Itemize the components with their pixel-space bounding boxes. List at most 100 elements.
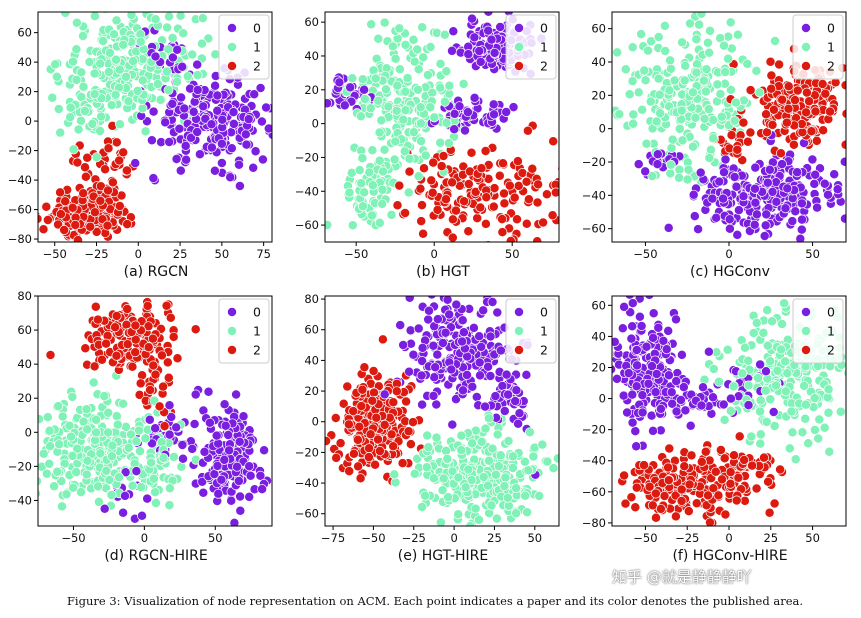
data-point-class-1 bbox=[441, 117, 452, 128]
data-point-class-1 bbox=[508, 451, 518, 462]
data-point-class-0 bbox=[676, 349, 687, 360]
data-point-class-1 bbox=[355, 111, 366, 122]
data-point-class-2 bbox=[550, 187, 559, 198]
data-point-class-1 bbox=[500, 472, 511, 483]
data-point-class-0 bbox=[211, 430, 222, 441]
data-point-class-2 bbox=[118, 147, 129, 158]
data-point-class-2 bbox=[428, 157, 439, 168]
data-point-class-0 bbox=[180, 140, 191, 151]
data-point-class-1 bbox=[645, 96, 656, 107]
data-point-class-0 bbox=[724, 214, 735, 225]
x-tick-label: −25 bbox=[402, 531, 426, 545]
x-tick-label: 50 bbox=[805, 531, 820, 545]
data-point-class-0 bbox=[150, 423, 161, 434]
data-point-class-1 bbox=[443, 138, 454, 149]
legend: 012 bbox=[505, 298, 557, 364]
legend: 012 bbox=[505, 14, 557, 80]
y-tick-label: −40 bbox=[8, 493, 32, 507]
y-tick-label: 60 bbox=[17, 323, 32, 337]
data-point-class-0 bbox=[166, 412, 177, 422]
data-point-class-0 bbox=[777, 159, 787, 170]
data-point-class-0 bbox=[600, 343, 609, 352]
data-point-class-2 bbox=[777, 94, 788, 105]
data-point-class-2 bbox=[797, 127, 808, 138]
legend-marker-2 bbox=[227, 345, 237, 355]
data-point-class-0 bbox=[612, 336, 620, 347]
data-point-class-2 bbox=[352, 434, 363, 445]
data-point-class-1 bbox=[691, 34, 702, 45]
data-point-class-0 bbox=[463, 49, 474, 60]
y-tick-label: 60 bbox=[304, 323, 319, 337]
data-point-class-2 bbox=[107, 177, 118, 188]
data-point-class-1 bbox=[702, 37, 713, 48]
data-point-class-1 bbox=[73, 124, 84, 135]
data-point-class-1 bbox=[356, 178, 367, 189]
data-point-class-1 bbox=[412, 44, 423, 55]
data-point-class-2 bbox=[767, 119, 778, 130]
data-point-class-1 bbox=[358, 201, 368, 212]
data-point-class-1 bbox=[755, 429, 766, 440]
data-point-class-1 bbox=[659, 20, 670, 31]
data-point-class-0 bbox=[771, 196, 782, 207]
data-point-class-2 bbox=[774, 59, 785, 70]
data-point-class-0 bbox=[667, 398, 678, 409]
data-point-class-2 bbox=[111, 311, 122, 321]
data-point-class-1 bbox=[742, 58, 753, 69]
data-point-class-1 bbox=[490, 469, 501, 480]
data-point-class-1 bbox=[441, 66, 452, 77]
data-point-class-0 bbox=[226, 143, 237, 154]
data-point-class-0 bbox=[796, 198, 807, 209]
data-point-class-1 bbox=[755, 406, 766, 417]
legend-label-2: 2 bbox=[827, 59, 835, 74]
x-tick-label: −50 bbox=[43, 247, 67, 261]
data-point-class-1 bbox=[552, 453, 559, 464]
x-tick-label: 0 bbox=[450, 531, 457, 545]
data-point-class-1 bbox=[784, 443, 795, 454]
legend-label-0: 0 bbox=[253, 21, 261, 36]
y-tick-label: 20 bbox=[591, 360, 606, 374]
data-point-class-2 bbox=[710, 466, 721, 477]
data-point-class-0 bbox=[839, 156, 846, 167]
data-point-class-2 bbox=[663, 462, 674, 473]
data-point-class-2 bbox=[801, 107, 812, 118]
data-point-class-1 bbox=[442, 453, 453, 464]
data-point-class-0 bbox=[768, 407, 779, 417]
data-point-class-2 bbox=[89, 207, 100, 218]
y-tick-label: 20 bbox=[591, 88, 606, 102]
data-point-class-2 bbox=[89, 361, 100, 372]
data-point-class-1 bbox=[344, 187, 355, 198]
data-point-class-1 bbox=[162, 22, 173, 33]
data-point-class-2 bbox=[165, 312, 176, 323]
data-point-class-1 bbox=[655, 108, 666, 119]
y-tick-label: 20 bbox=[17, 85, 32, 99]
data-point-class-0 bbox=[627, 321, 638, 332]
data-point-class-2 bbox=[663, 475, 674, 486]
data-point-class-1 bbox=[53, 104, 64, 114]
data-point-class-1 bbox=[486, 500, 497, 511]
data-point-class-1 bbox=[787, 427, 798, 438]
data-point-class-0 bbox=[478, 305, 489, 316]
data-point-class-1 bbox=[782, 368, 793, 379]
data-point-class-1 bbox=[377, 184, 388, 195]
data-point-class-2 bbox=[45, 350, 56, 360]
data-point-class-1 bbox=[53, 401, 64, 412]
data-point-class-2 bbox=[130, 334, 141, 345]
data-point-class-2 bbox=[504, 180, 515, 191]
data-point-class-0 bbox=[693, 224, 704, 235]
data-point-class-2 bbox=[41, 201, 52, 212]
data-point-class-2 bbox=[114, 155, 125, 166]
data-point-class-2 bbox=[505, 236, 516, 242]
data-point-class-1 bbox=[163, 85, 174, 96]
data-point-class-2 bbox=[91, 226, 102, 237]
data-point-class-1 bbox=[456, 430, 467, 441]
data-point-class-1 bbox=[135, 36, 146, 47]
data-point-class-1 bbox=[823, 384, 834, 395]
data-point-class-0 bbox=[508, 102, 519, 113]
data-point-class-0 bbox=[719, 167, 729, 178]
data-point-class-0 bbox=[485, 331, 496, 342]
data-point-class-0 bbox=[492, 307, 503, 318]
data-point-class-1 bbox=[743, 355, 754, 366]
legend-label-2: 2 bbox=[827, 343, 835, 358]
data-point-class-1 bbox=[84, 57, 95, 67]
data-point-class-1 bbox=[381, 84, 391, 95]
